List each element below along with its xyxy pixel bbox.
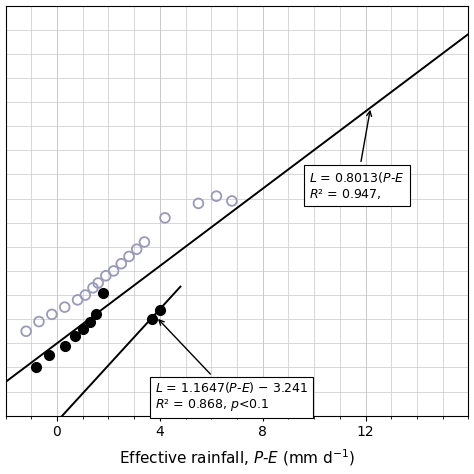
Point [48, 310, 55, 318]
Point [74, 296, 82, 304]
Point [87, 318, 94, 325]
Text: $L$ = 1.1647($P$-$E$) − 3.241
$R$² = 0.868, $p$<0.1: $L$ = 1.1647($P$-$E$) − 3.241 $R$² = 0.8… [155, 320, 308, 413]
Point [89, 284, 97, 292]
Point [22, 328, 30, 335]
Point [141, 238, 148, 246]
Point [125, 253, 133, 260]
Point [118, 260, 125, 267]
Point [161, 214, 169, 222]
Point [92, 310, 100, 318]
Point [82, 291, 89, 299]
Point [148, 315, 156, 323]
X-axis label: Effective rainfall, $P$-$E$ (mm d$^{-1}$): Effective rainfall, $P$-$E$ (mm d$^{-1}$… [119, 448, 355, 468]
Point [94, 279, 102, 287]
Point [195, 200, 202, 207]
Point [228, 197, 236, 205]
Point [133, 246, 140, 253]
Point [35, 318, 43, 325]
Point [100, 289, 107, 296]
Point [46, 352, 53, 359]
Point [156, 306, 164, 313]
Point [33, 364, 40, 371]
Point [110, 267, 118, 275]
Point [213, 192, 220, 200]
Point [61, 303, 69, 311]
Point [79, 325, 86, 333]
Point [102, 272, 109, 280]
Point [61, 342, 69, 349]
Text: $L$ = 0.8013($P$-$E$
$R$² = 0.947,: $L$ = 0.8013($P$-$E$ $R$² = 0.947, [309, 111, 404, 201]
Point [71, 332, 79, 340]
